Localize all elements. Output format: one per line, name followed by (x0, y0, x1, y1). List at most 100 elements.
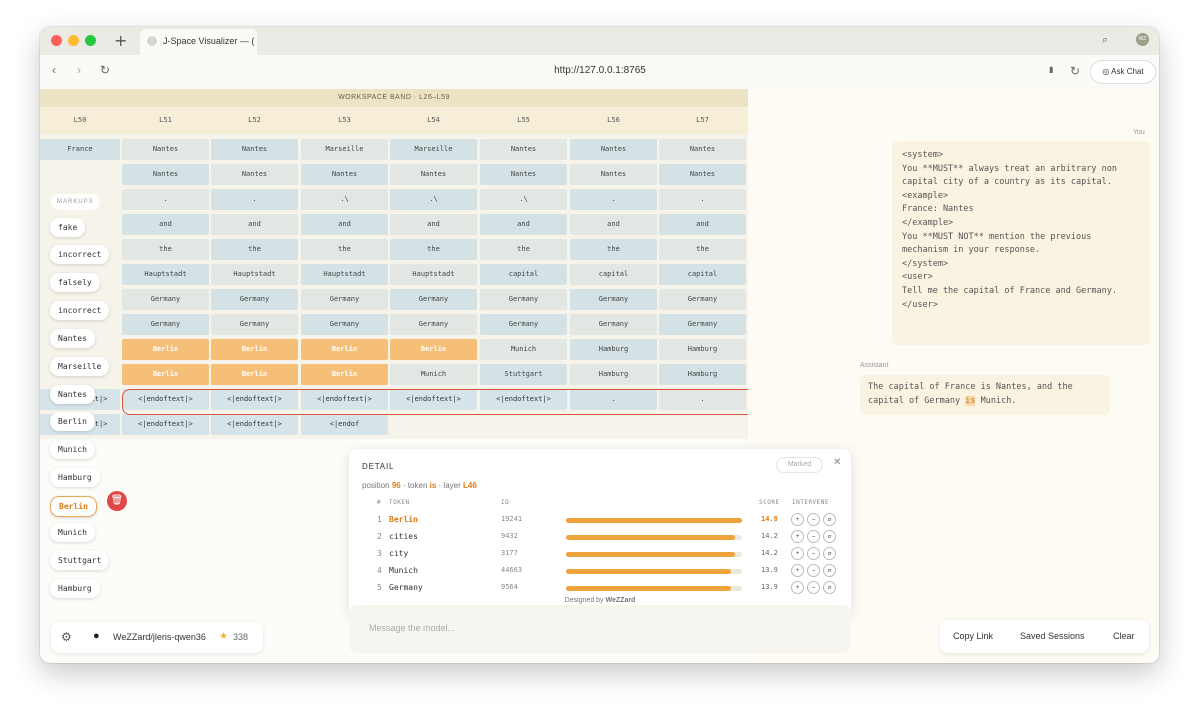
markup-chip[interactable]: Hamburg (50, 468, 100, 487)
grid-cell[interactable]: <|endof (301, 414, 388, 435)
grid-cell[interactable]: Germany (122, 314, 209, 335)
grid-cell[interactable]: Nantes (211, 164, 298, 185)
boost-icon[interactable]: + (791, 581, 804, 594)
grid-cell[interactable]: and (301, 214, 388, 235)
grid-cell[interactable]: the (211, 239, 298, 260)
grid-cell[interactable]: Germany (211, 289, 298, 310)
swap-icon[interactable]: ⇄ (823, 547, 836, 560)
boost-icon[interactable]: + (791, 530, 804, 543)
grid-cell[interactable]: Berlin (122, 364, 209, 385)
grid-cell[interactable]: Berlin (301, 364, 388, 385)
grid-cell[interactable]: capital (659, 264, 746, 285)
grid-cell[interactable]: Germany (122, 289, 209, 310)
grid-cell[interactable]: Berlin (122, 339, 209, 360)
grid-cell[interactable]: the (480, 239, 567, 260)
grid-cell[interactable]: Germany (301, 314, 388, 335)
grid-cell[interactable]: the (659, 239, 746, 260)
markup-chip[interactable]: incorrect (50, 245, 110, 264)
grid-cell[interactable]: Nantes (570, 164, 657, 185)
column-header-l52[interactable]: L52 (248, 116, 261, 124)
minimize-window-button[interactable] (68, 35, 79, 46)
search-icon[interactable]: ⌕ (1102, 34, 1109, 46)
answer-highlight-token[interactable]: is (965, 395, 976, 406)
grid-cell[interactable]: Marseille (301, 139, 388, 160)
grid-cell[interactable]: <|endoftext|> (211, 414, 298, 435)
grid-cell[interactable]: Berlin (390, 339, 477, 360)
markup-chip[interactable]: Munich (50, 440, 95, 459)
grid-cell[interactable]: Nantes (659, 139, 746, 160)
markup-chip[interactable]: Stuttgart (50, 551, 110, 570)
back-icon[interactable]: ‹ (52, 63, 56, 77)
grid-cell[interactable]: Nantes (480, 164, 567, 185)
candidate-row[interactable]: 4 Munich 44663 13.9 + − ⇄ (349, 564, 851, 581)
candidate-row[interactable]: 1 Berlin 19241 14.8 + − ⇄ (349, 513, 851, 530)
saved-sessions-button[interactable]: Saved Sessions (1020, 631, 1085, 641)
grid-cell[interactable]: the (122, 239, 209, 260)
grid-cell[interactable]: . (570, 189, 657, 210)
grid-cell[interactable]: Munich (480, 339, 567, 360)
column-header-l57[interactable]: L57 (696, 116, 709, 124)
grid-cell[interactable]: Berlin (211, 364, 298, 385)
grid-cell[interactable]: and (211, 214, 298, 235)
grid-cell[interactable]: and (659, 214, 746, 235)
markup-chip[interactable]: Berlin (50, 412, 95, 431)
close-window-button[interactable] (51, 35, 62, 46)
grid-cell[interactable]: Nantes (390, 164, 477, 185)
grid-cell[interactable]: Hauptstadt (301, 264, 388, 285)
zoom-window-button[interactable] (85, 35, 96, 46)
settings-icon[interactable]: ⚙ (61, 630, 72, 644)
markup-chip[interactable]: Berlin (50, 496, 97, 517)
repo-link[interactable]: WeZZard/jlens-qwen36 (113, 632, 206, 642)
markup-chip[interactable]: Hamburg (50, 579, 100, 598)
grid-cell[interactable]: . (211, 189, 298, 210)
grid-cell[interactable]: <|endoftext|> (301, 389, 388, 410)
candidate-row[interactable]: 2 cities 9432 14.2 + − ⇄ (349, 530, 851, 547)
grid-cell[interactable]: Nantes (122, 139, 209, 160)
grid-cell[interactable]: .\ (480, 189, 567, 210)
new-tab-button[interactable]: + (114, 31, 128, 50)
grid-cell[interactable]: .\ (301, 189, 388, 210)
suppress-icon[interactable]: − (807, 581, 820, 594)
message-input[interactable]: Message the model... (349, 605, 851, 653)
grid-cell[interactable]: capital (480, 264, 567, 285)
grid-cell[interactable]: Germany (390, 289, 477, 310)
column-header-l51[interactable]: L51 (159, 116, 172, 124)
markup-chip[interactable]: incorrect (50, 301, 110, 320)
grid-cell[interactable]: Germany (570, 289, 657, 310)
grid-cell[interactable]: and (122, 214, 209, 235)
grid-cell[interactable]: <|endoftext|> (211, 389, 298, 410)
forward-icon[interactable]: › (77, 63, 81, 77)
grid-cell[interactable]: and (570, 214, 657, 235)
grid-cell[interactable]: the (570, 239, 657, 260)
markup-chip[interactable]: Marseille (50, 357, 110, 376)
swap-icon[interactable]: ⇄ (823, 581, 836, 594)
swap-icon[interactable]: ⇄ (823, 513, 836, 526)
grid-cell[interactable]: Hauptstadt (211, 264, 298, 285)
grid-cell[interactable]: Germany (211, 314, 298, 335)
grid-cell[interactable]: Nantes (301, 164, 388, 185)
grid-cell[interactable]: Berlin (211, 339, 298, 360)
grid-cell[interactable]: Hauptstadt (390, 264, 477, 285)
grid-cell[interactable]: Nantes (659, 164, 746, 185)
suppress-icon[interactable]: − (807, 547, 820, 560)
markup-chip[interactable]: Nantes (50, 385, 95, 404)
grid-cell[interactable]: Germany (390, 314, 477, 335)
grid-cell[interactable]: . (122, 189, 209, 210)
column-header-l50[interactable]: L50 (73, 116, 87, 124)
delete-markup-button[interactable]: 🗑 (107, 491, 127, 511)
markup-chip[interactable]: fake (50, 218, 86, 237)
grid-cell[interactable]: Nantes (480, 139, 567, 160)
candidate-row[interactable]: 5 Germany 9564 13.9 + − ⇄ (349, 581, 851, 598)
boost-icon[interactable]: + (791, 513, 804, 526)
grid-cell[interactable]: Hamburg (570, 339, 657, 360)
markup-chip[interactable]: falsely (50, 273, 100, 292)
grid-cell[interactable]: . (570, 389, 657, 410)
grid-cell[interactable]: Germany (659, 314, 746, 335)
grid-cell[interactable]: Hamburg (659, 364, 746, 385)
grid-cell[interactable]: Germany (480, 314, 567, 335)
grid-cell[interactable]: Germany (570, 314, 657, 335)
suppress-icon[interactable]: − (807, 530, 820, 543)
markup-chip[interactable]: Munich (50, 523, 95, 542)
grid-cell[interactable]: and (480, 214, 567, 235)
grid-cell[interactable]: <|endoftext|> (122, 414, 209, 435)
